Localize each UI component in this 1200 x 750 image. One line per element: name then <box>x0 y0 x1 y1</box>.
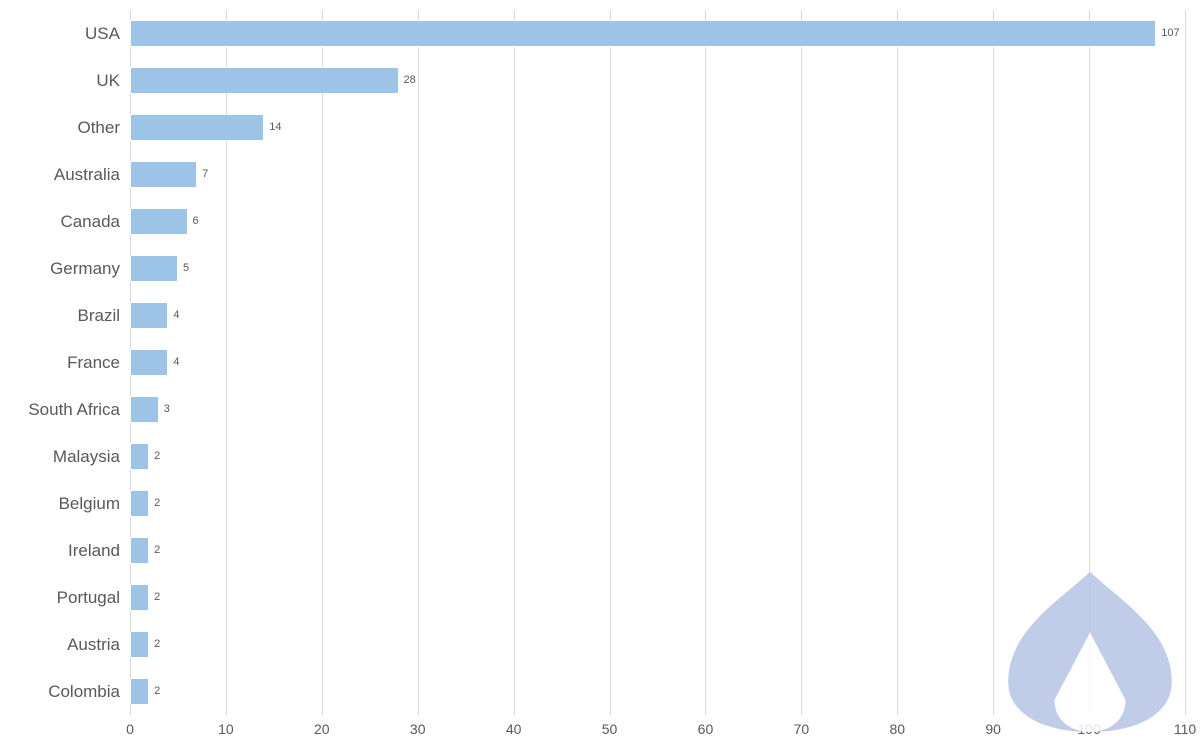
y-category-label: South Africa <box>28 400 120 420</box>
x-tick-label: 70 <box>794 721 810 737</box>
x-tick-label: 100 <box>1077 721 1100 737</box>
x-gridline <box>1185 10 1186 715</box>
bar-row: 14 <box>130 114 1185 141</box>
y-category-label: Portugal <box>57 588 120 608</box>
bar-row: 2 <box>130 631 1185 658</box>
bar-value-label: 4 <box>173 309 179 321</box>
country-bar-chart: 0 10 20 30 40 50 60 70 80 90 100 110 107 28 14 7 6 5 4 4 3 2 2… <box>0 0 1200 750</box>
bar-row: 5 <box>130 255 1185 282</box>
bar-value-label: 2 <box>154 685 160 697</box>
x-tick-label: 0 <box>126 721 134 737</box>
bar <box>130 396 159 423</box>
bar-value-label: 2 <box>154 450 160 462</box>
bar-row: 107 <box>130 20 1185 47</box>
bar-value-label: 3 <box>164 403 170 415</box>
bar-value-label: 5 <box>183 262 189 274</box>
x-tick-label: 80 <box>889 721 905 737</box>
y-category-label: Germany <box>50 259 120 279</box>
bar <box>130 208 188 235</box>
bar-row: 3 <box>130 396 1185 423</box>
x-tick-label: 90 <box>985 721 1001 737</box>
bar <box>130 114 264 141</box>
bar-row: 6 <box>130 208 1185 235</box>
x-tick-label: 30 <box>410 721 426 737</box>
bar-row: 4 <box>130 302 1185 329</box>
bar <box>130 302 168 329</box>
y-category-label: Brazil <box>77 306 120 326</box>
bar <box>130 443 149 470</box>
bar-value-label: 2 <box>154 638 160 650</box>
x-tick-label: 50 <box>602 721 618 737</box>
bar <box>130 537 149 564</box>
bar-value-label: 107 <box>1161 27 1179 39</box>
bar-row: 2 <box>130 678 1185 705</box>
bar <box>130 490 149 517</box>
bar-row: 2 <box>130 443 1185 470</box>
bar-value-label: 14 <box>269 121 281 133</box>
bar <box>130 349 168 376</box>
y-category-label: USA <box>85 24 120 44</box>
y-category-label: Australia <box>54 165 120 185</box>
bar-row: 2 <box>130 584 1185 611</box>
bar-row: 2 <box>130 537 1185 564</box>
bar-row: 2 <box>130 490 1185 517</box>
bar-value-label: 4 <box>173 356 179 368</box>
y-category-label: Austria <box>67 635 120 655</box>
bar <box>130 584 149 611</box>
bar-value-label: 2 <box>154 591 160 603</box>
y-category-label: Ireland <box>68 541 120 561</box>
y-category-label: Malaysia <box>53 447 120 467</box>
y-category-label: UK <box>96 71 120 91</box>
y-category-label: Belgium <box>59 494 120 514</box>
bar <box>130 67 399 94</box>
y-category-label: France <box>67 353 120 373</box>
bar <box>130 631 149 658</box>
bar-value-label: 7 <box>202 168 208 180</box>
bar-value-label: 6 <box>193 215 199 227</box>
x-tick-label: 60 <box>698 721 714 737</box>
bar-value-label: 2 <box>154 544 160 556</box>
bar <box>130 678 149 705</box>
x-tick-label: 10 <box>218 721 234 737</box>
x-tick-label: 110 <box>1174 721 1196 737</box>
plot-area: 0102030405060708090100110107281476544322… <box>130 10 1185 715</box>
y-category-label: Colombia <box>48 682 120 702</box>
bar-row: 4 <box>130 349 1185 376</box>
y-category-label: Other <box>77 118 120 138</box>
bar-value-label: 28 <box>404 74 416 86</box>
bar <box>130 20 1156 47</box>
bar-row: 7 <box>130 161 1185 188</box>
x-tick-label: 20 <box>314 721 330 737</box>
bar <box>130 161 197 188</box>
bar-value-label: 2 <box>154 497 160 509</box>
x-tick-label: 40 <box>506 721 522 737</box>
bar-row: 28 <box>130 67 1185 94</box>
bar <box>130 255 178 282</box>
y-category-label: Canada <box>60 212 120 232</box>
